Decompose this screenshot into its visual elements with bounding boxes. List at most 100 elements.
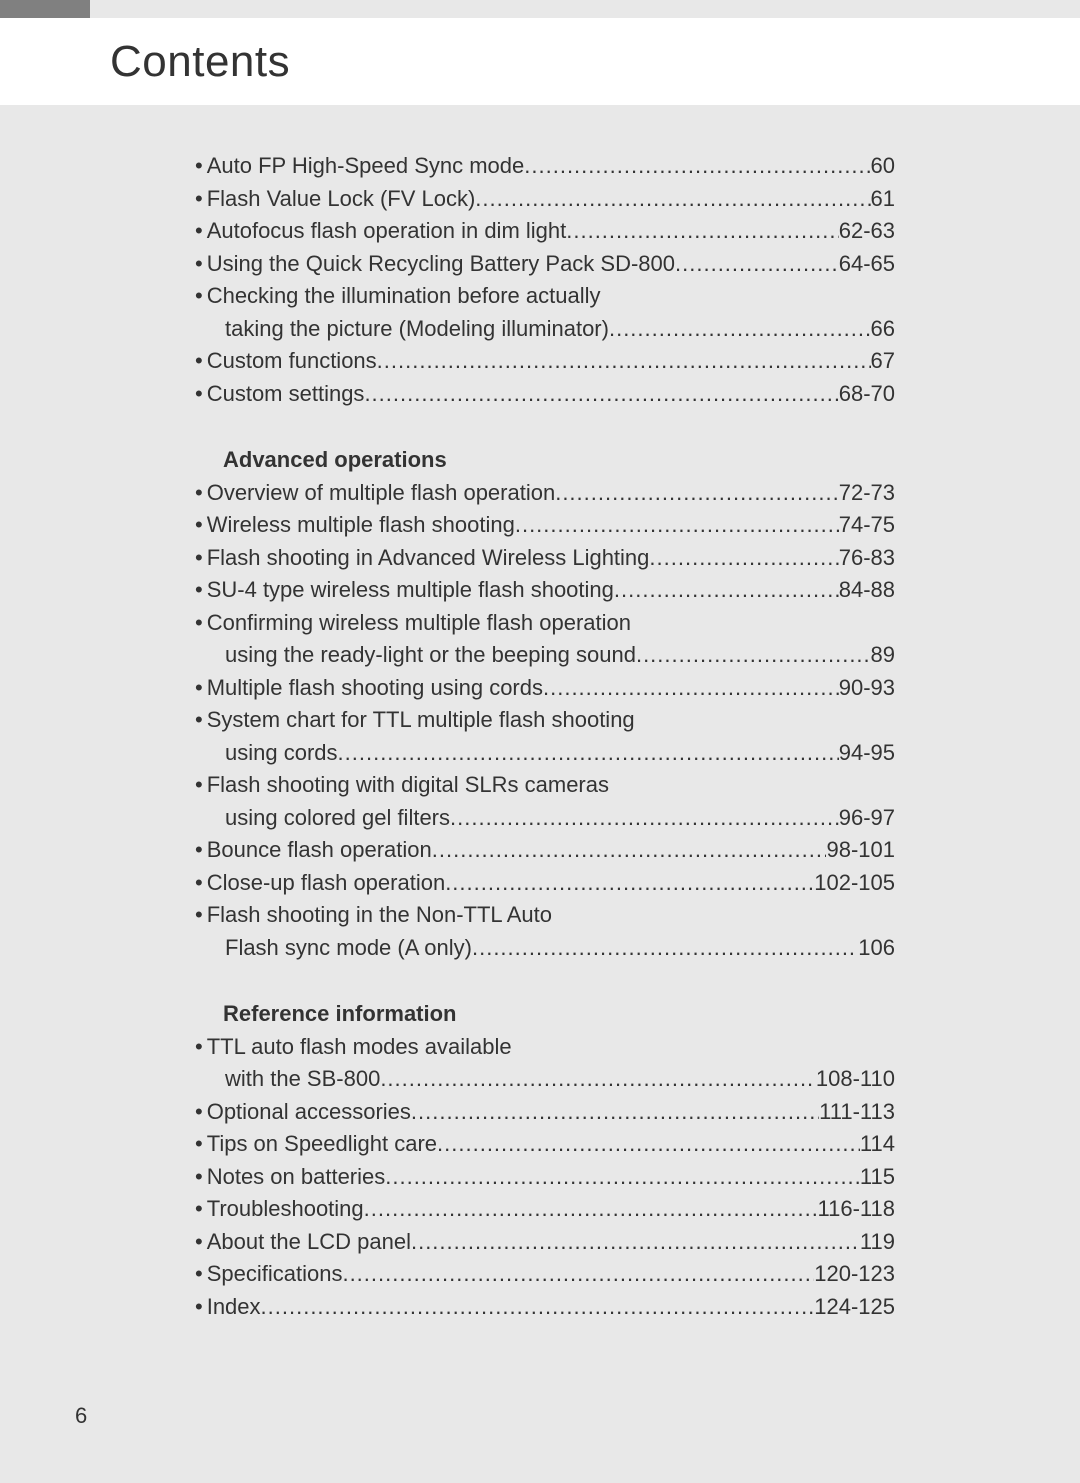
page-number: 6 [75, 1403, 87, 1429]
bullet-icon: • [195, 899, 203, 931]
toc-label: Flash shooting with digital SLRs cameras [207, 769, 609, 801]
bullet-icon: • [195, 1128, 203, 1160]
toc-label: Bounce flash operation [207, 834, 432, 866]
toc-page-number: 66 [871, 313, 895, 345]
toc-page-number: 74-75 [839, 509, 895, 541]
toc-item: •About the LCD panel119 [195, 1226, 895, 1259]
page-title: Contents [110, 37, 290, 87]
toc-page-number: 67 [871, 345, 895, 377]
toc-label: Flash Value Lock (FV Lock) [207, 183, 476, 215]
toc-label: Overview of multiple flash operation [207, 477, 556, 509]
toc-item: using cords94-95 [195, 737, 895, 770]
leader-dots [364, 1193, 818, 1225]
toc-page-number: 124-125 [814, 1291, 895, 1323]
toc-item: •Using the Quick Recycling Battery Pack … [195, 248, 895, 281]
toc-page-number: 119 [860, 1226, 895, 1258]
toc-item: •TTL auto flash modes available [195, 1031, 895, 1064]
toc-item: •Overview of multiple flash operation72-… [195, 477, 895, 510]
toc-item: •Custom settings68-70 [195, 378, 895, 411]
toc-page-number: 108-110 [816, 1063, 895, 1095]
toc-item: with the SB-800 108-110 [195, 1063, 895, 1096]
leader-dots [614, 574, 839, 606]
toc-page-number: 84-88 [839, 574, 895, 606]
toc-label: Autofocus flash operation in dim light [207, 215, 567, 247]
bullet-icon: • [195, 867, 203, 899]
toc-label: About the LCD panel [207, 1226, 411, 1258]
bullet-icon: • [195, 248, 203, 280]
toc-label: Flash shooting in Advanced Wireless Ligh… [207, 542, 650, 574]
toc-label: TTL auto flash modes available [207, 1031, 512, 1063]
leader-dots [649, 542, 838, 574]
toc-label: Custom functions [207, 345, 377, 377]
bullet-icon: • [195, 1291, 203, 1323]
toc-label: Flash sync mode (A only) [195, 932, 472, 964]
bullet-icon: • [195, 1031, 203, 1063]
page: Contents •Auto FP High-Speed Sync mode60… [0, 0, 1080, 1483]
leader-dots [380, 1063, 816, 1095]
toc-label: Optional accessories [207, 1096, 411, 1128]
toc-page-number: 89 [871, 639, 895, 671]
section-heading: Reference information [195, 998, 895, 1031]
bullet-icon: • [195, 345, 203, 377]
toc-label: Multiple flash shooting using cords [207, 672, 543, 704]
bullet-icon: • [195, 1258, 203, 1290]
toc-label: Custom settings [207, 378, 365, 410]
bullet-icon: • [195, 542, 203, 574]
bullet-icon: • [195, 183, 203, 215]
toc-page-number: 90-93 [839, 672, 895, 704]
leader-dots [566, 215, 838, 247]
toc-label: Troubleshooting [207, 1193, 364, 1225]
leader-dots [411, 1096, 819, 1128]
toc-page-number: 64-65 [839, 248, 895, 280]
toc-label: Close-up flash operation [207, 867, 445, 899]
toc-item: taking the picture (Modeling illuminator… [195, 313, 895, 346]
leader-dots [609, 313, 871, 345]
leader-dots [261, 1291, 815, 1323]
toc-item: •Checking the illumination before actual… [195, 280, 895, 313]
header-bar: Contents [0, 18, 1080, 105]
toc-item: •Optional accessories111-113 [195, 1096, 895, 1129]
toc-page-number: 106 [858, 932, 895, 964]
section-gap [195, 410, 895, 444]
toc-page-number: 102-105 [814, 867, 895, 899]
toc-label: using colored gel filters [195, 802, 450, 834]
toc-label: Using the Quick Recycling Battery Pack S… [207, 248, 675, 280]
leader-dots [675, 248, 839, 280]
toc-label: with the SB-800 [195, 1063, 380, 1095]
toc-item: •Index124-125 [195, 1291, 895, 1324]
leader-dots [445, 867, 814, 899]
bullet-icon: • [195, 215, 203, 247]
toc-item: •Multiple flash shooting using cords90-9… [195, 672, 895, 705]
toc-page-number: 60 [871, 150, 895, 182]
toc-item: •Custom functions 67 [195, 345, 895, 378]
toc-label: Auto FP High-Speed Sync mode [207, 150, 525, 182]
bullet-icon: • [195, 477, 203, 509]
bullet-icon: • [195, 1096, 203, 1128]
leader-dots [555, 477, 839, 509]
toc-page-number: 115 [860, 1161, 895, 1193]
toc-page-number: 114 [860, 1128, 895, 1160]
leader-dots [524, 150, 870, 182]
toc-label: Checking the illumination before actuall… [207, 280, 601, 312]
toc-item: •Troubleshooting116-118 [195, 1193, 895, 1226]
toc-list: •Auto FP High-Speed Sync mode60•Flash Va… [195, 150, 895, 1323]
toc-item: •Flash shooting in the Non-TTL Auto [195, 899, 895, 932]
toc-item: using the ready-light or the beeping sou… [195, 639, 895, 672]
leader-dots [342, 1258, 814, 1290]
toc-item: •Flash shooting with digital SLRs camera… [195, 769, 895, 802]
bullet-icon: • [195, 607, 203, 639]
leader-dots [475, 183, 870, 215]
toc-page-number: 61 [871, 183, 895, 215]
toc-item: •Bounce flash operation98-101 [195, 834, 895, 867]
leader-dots [432, 834, 827, 866]
toc-label: System chart for TTL multiple flash shoo… [207, 704, 635, 736]
toc-item: using colored gel filters96-97 [195, 802, 895, 835]
bullet-icon: • [195, 704, 203, 736]
toc-page-number: 94-95 [839, 737, 895, 769]
section-heading: Advanced operations [195, 444, 895, 477]
toc-item: •Close-up flash operation 102-105 [195, 867, 895, 900]
toc-item: •Autofocus flash operation in dim light6… [195, 215, 895, 248]
toc-label: Tips on Speedlight care [207, 1128, 437, 1160]
toc-item: •System chart for TTL multiple flash sho… [195, 704, 895, 737]
toc-body: •Auto FP High-Speed Sync mode60•Flash Va… [195, 150, 895, 1323]
